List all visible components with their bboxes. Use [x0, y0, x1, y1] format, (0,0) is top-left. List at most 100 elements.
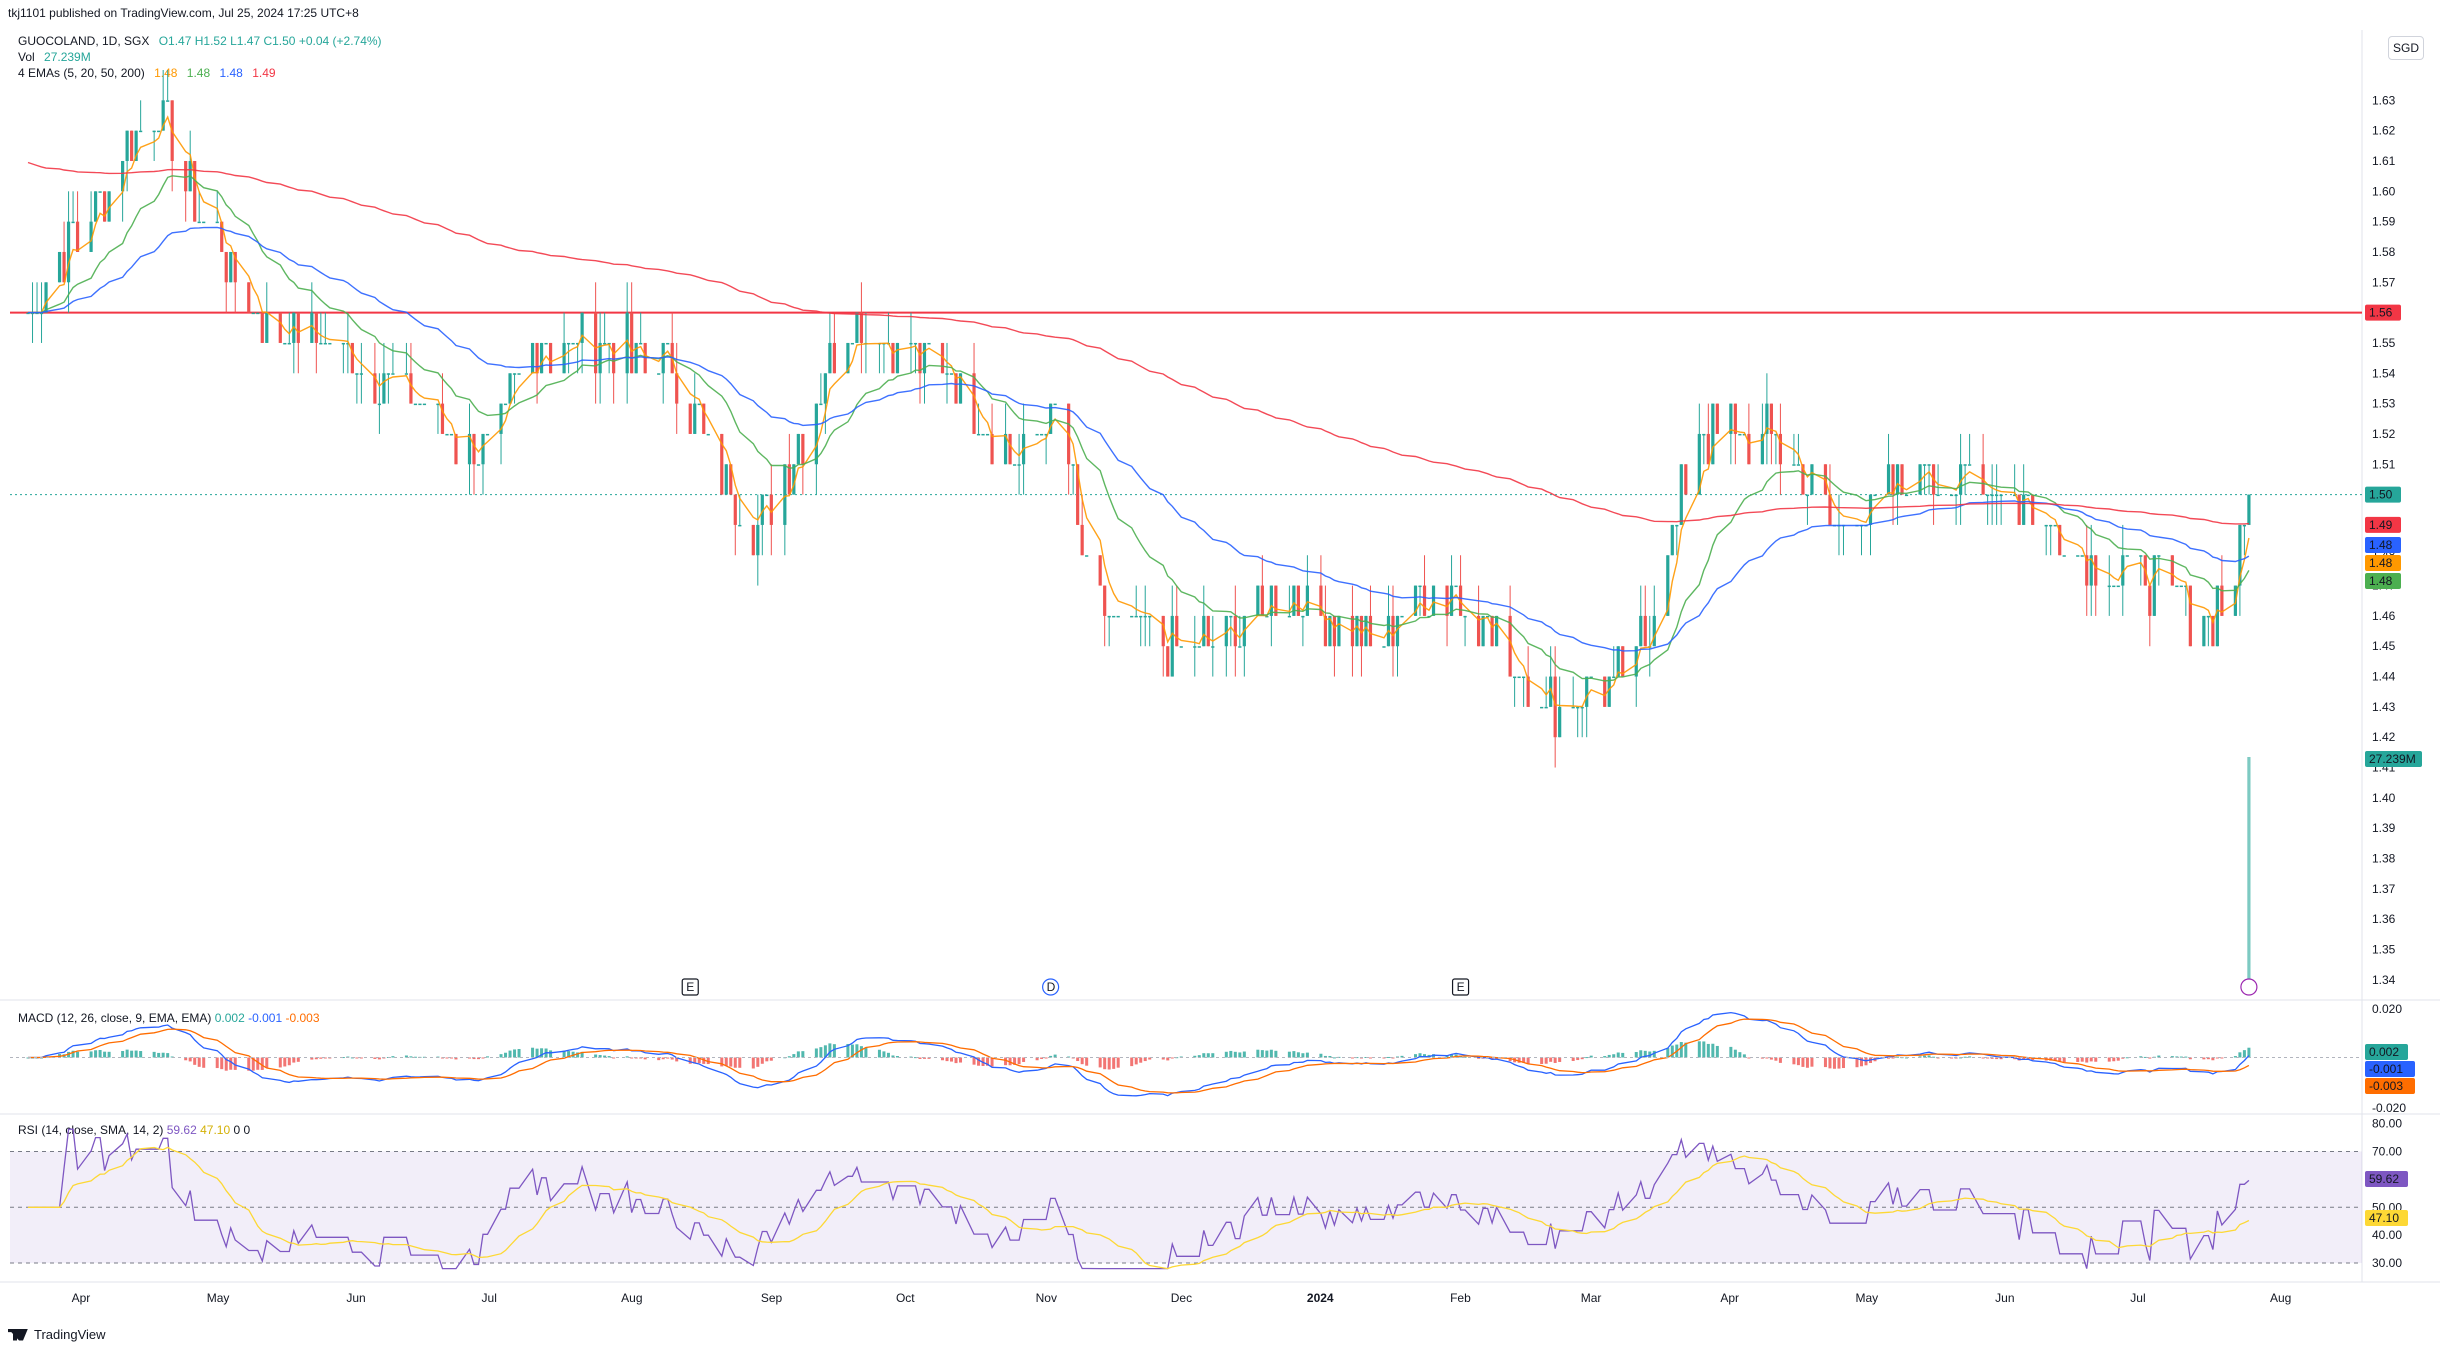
price-badge: [2365, 573, 2401, 589]
candle: [1729, 403, 1733, 434]
candle: [1796, 464, 1801, 466]
macd-histogram-bar: [467, 1057, 471, 1059]
macd-histogram-bar: [1287, 1051, 1291, 1058]
candle: [1116, 615, 1120, 618]
price-badge: [2365, 516, 2401, 533]
candle: [310, 312, 314, 343]
macd-line-value: -0.001: [248, 1011, 283, 1025]
candle: [2242, 524, 2247, 527]
macd-histogram-bar: [1229, 1050, 1233, 1058]
candle: [2188, 585, 2192, 647]
ema-legend: 4 EMAs (5, 20, 50, 200) 1.48 1.48 1.48 1…: [18, 66, 282, 80]
macd-histogram-bar: [481, 1057, 485, 1059]
macd-histogram-bar: [1418, 1053, 1422, 1058]
macd-histogram-bar: [1130, 1057, 1134, 1067]
ema5-value: 1.48: [154, 66, 178, 80]
candle: [1936, 494, 1940, 497]
macd-histogram-bar: [513, 1049, 517, 1058]
macd-histogram-bar: [661, 1057, 665, 1060]
macd-histogram-bar: [1508, 1057, 1512, 1062]
candle: [1368, 615, 1373, 647]
x-axis-label: May: [1856, 1291, 1879, 1305]
macd-histogram-bar: [355, 1057, 359, 1059]
macd-histogram-bar: [1968, 1056, 1972, 1058]
candle: [850, 342, 855, 345]
macd-histogram-bar: [846, 1043, 850, 1058]
candle: [972, 373, 976, 434]
macd-histogram-bar: [2206, 1057, 2210, 1060]
price-tick-label: 1.43: [2372, 700, 2396, 714]
price-badge: [2365, 555, 2401, 571]
macd-histogram-bar: [1517, 1057, 1521, 1063]
macd-histogram-bar: [139, 1051, 143, 1058]
macd-histogram-bar: [657, 1057, 661, 1061]
currency-button[interactable]: SGD: [2388, 36, 2424, 60]
ema200-line: [27, 161, 2249, 525]
x-axis-label: Aug: [621, 1291, 642, 1305]
macd-histogram-bar: [377, 1057, 381, 1060]
macd-histogram-bar: [1589, 1055, 1593, 1058]
macd-histogram-bar: [265, 1057, 269, 1068]
candle: [1733, 403, 1737, 434]
macd-histogram-bar: [2116, 1057, 2120, 1061]
candle: [1963, 464, 1967, 466]
candle: [949, 373, 954, 375]
macd-histogram-bar: [1684, 1042, 1688, 1058]
candle: [1986, 494, 1990, 497]
candle: [1224, 615, 1228, 647]
candle: [2179, 585, 2183, 588]
macd-histogram-bar: [850, 1044, 854, 1058]
candle: [445, 433, 449, 436]
macd-histogram-bar: [166, 1053, 170, 1058]
candle: [760, 494, 764, 525]
macd-histogram-bar: [666, 1057, 670, 1059]
macd-histogram-bar: [1166, 1057, 1170, 1061]
macd-histogram-bar: [1558, 1057, 1562, 1062]
rsi-extra-1: 0: [233, 1123, 241, 1137]
macd-histogram-bar: [1035, 1057, 1039, 1061]
macd-histogram-bar: [1107, 1057, 1111, 1070]
candle: [1760, 433, 1764, 465]
candle: [1301, 615, 1305, 618]
candle: [1103, 585, 1107, 616]
macd-histogram-bar: [251, 1057, 255, 1071]
macd-histogram-bar: [603, 1055, 607, 1058]
candle: [2085, 555, 2089, 586]
candle: [66, 221, 71, 283]
candle: [828, 342, 832, 374]
candle: [472, 433, 476, 465]
candle: [1463, 615, 1467, 618]
macd-histogram-bar: [580, 1051, 584, 1058]
candle: [377, 403, 381, 406]
macd-histogram-bar: [2238, 1052, 2242, 1058]
candle: [1287, 615, 1291, 618]
candle: [418, 403, 422, 406]
macd-histogram-bar: [796, 1051, 800, 1058]
macd-histogram-bar: [341, 1057, 345, 1059]
candle: [1670, 524, 1674, 556]
macd-histogram-bar: [220, 1057, 224, 1070]
candle: [1634, 646, 1638, 677]
candle: [2062, 555, 2066, 557]
macd-badge-label: -0.003: [2369, 1079, 2403, 1093]
candle: [1332, 615, 1337, 647]
candle: [720, 433, 724, 495]
macd-histogram-bar: [819, 1047, 823, 1058]
macd-histogram-bar: [224, 1057, 228, 1071]
macd-histogram-bar: [1859, 1057, 1863, 1067]
rsi-tick-label: 40.00: [2372, 1228, 2402, 1242]
candle: [1990, 494, 1994, 497]
candle: [1517, 676, 1521, 679]
macd-histogram-bar: [188, 1057, 192, 1062]
candle: [215, 221, 219, 224]
x-axis-label: Sep: [761, 1291, 783, 1305]
price-tick-label: 1.39: [2372, 821, 2396, 835]
macd-histogram-bar: [1382, 1057, 1386, 1059]
candle: [1454, 585, 1458, 588]
candle: [792, 464, 796, 495]
ema-label: 4 EMAs (5, 20, 50, 200): [18, 66, 145, 80]
volume-value: 27.239M: [44, 50, 91, 64]
symbol-name[interactable]: GUOCOLAND, 1D, SGX: [18, 34, 150, 48]
candle: [1080, 524, 1084, 556]
